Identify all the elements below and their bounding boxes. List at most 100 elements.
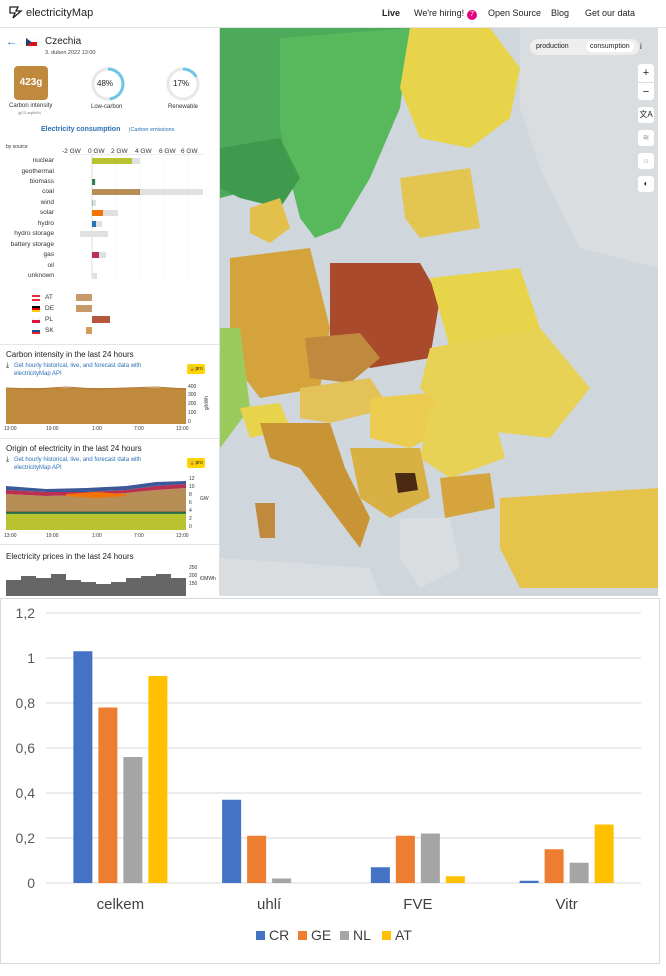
toggle-consumption[interactable]: consumption [586,41,634,52]
source-label: hydro [37,220,54,227]
ci-ytick: 100 [188,410,197,416]
flag-cz-icon [26,38,37,46]
origin-ytick: 10 [189,484,195,490]
bar-ge [98,707,118,883]
map-regions [220,28,658,596]
by-source-label: by source [6,144,28,150]
bar-at [148,676,168,883]
origin-history-chart [6,481,186,530]
nav-live[interactable]: Live [382,8,401,18]
gw-tick: 0 GW [88,148,105,155]
region-belarus [430,268,540,348]
ci-unit: g/kWh [204,395,211,411]
nav-blog[interactable]: Blog [551,8,570,18]
contrast-icon: ◐ [643,179,649,188]
pro-badge[interactable]: 🔒pro [187,458,205,468]
price-unit: €/MWh [200,576,216,582]
gw-tick: 2 GW [111,148,128,155]
gw-tick: -2 GW [62,148,81,155]
ci-ytick: 0 [188,419,191,425]
bar-cr [222,799,242,883]
source-label: biomass [29,178,54,185]
country-name: Czechia [45,36,82,47]
gw-tick: 6 GW [181,148,198,155]
divider [0,438,219,439]
logo-icon [9,6,23,19]
legend-label: GE [311,927,331,943]
time-tick: 13:00 [176,533,189,539]
divider [0,344,219,345]
theme-button[interactable]: ◐ [638,176,654,192]
nav-get-data[interactable]: Get our data [585,8,636,18]
x-tick-label: celkem [97,896,145,913]
europe-map[interactable]: production consumption i + − 文A ≋ ☼ ◐ [220,28,658,596]
nav-open-source[interactable]: Open Source [488,8,542,18]
region-france [220,328,250,448]
price-history-chart [6,574,186,596]
region-denmark [250,198,290,243]
price-ytick: 150 [189,581,198,587]
time-tick: 1:00 [92,426,102,432]
price-ytick: 200 [189,573,198,579]
origin-api-link[interactable]: Get hourly historical, live, and forecas… [14,457,142,471]
region-sweden [280,28,410,238]
y-tick-label: 1 [27,650,35,666]
tab-electricity-consumption[interactable]: Electricity consumption [41,126,121,133]
language-button[interactable]: 文A [638,107,654,123]
wind-layer-button[interactable]: ≋ [638,130,654,146]
legend-label: NL [353,927,371,943]
region-sardinia [255,503,275,538]
top-nav: electricityMap Live We're hiring! 7 Open … [0,0,666,28]
country-panel: ← Czechia 3. duben 2022 13:00 ◀ 423g Car… [0,28,220,596]
source-label: oil [47,262,54,269]
region-italy [260,423,370,548]
y-tick-label: 0,8 [16,695,36,711]
ci-ytick: 300 [188,392,197,398]
exchange-label: SK [45,327,54,334]
nav-hiring[interactable]: We're hiring! 7 [414,8,478,20]
region-czechia [305,333,380,383]
x-tick-label: Vitr [556,896,578,913]
source-label: hydro storage [14,230,54,237]
source-label: gas [43,251,54,258]
download-icon[interactable]: ⤓ [6,456,10,463]
lock-icon: 🔒 [189,366,196,372]
region-finland [400,28,520,148]
pro-badge[interactable]: 🔒pro [187,364,205,374]
legend-swatch [340,931,349,940]
map-toggle: production consumption [530,39,639,55]
time-tick: 13:00 [176,426,189,432]
tab-carbon-emissions[interactable]: |Carbon emissions [129,127,175,133]
lowcarbon-gauge [91,67,125,101]
bar-nl [123,757,143,883]
zoom-in-button[interactable]: + [642,67,650,79]
legend-swatch [382,931,391,940]
production-bars [68,154,205,334]
ci-ytick: 400 [188,384,197,390]
ci-api-link[interactable]: Get hourly historical, live, and forecas… [14,363,142,377]
time-tick: 19:00 [46,426,59,432]
x-tick-label: uhlí [257,896,282,913]
download-icon[interactable]: ⤓ [6,362,10,369]
tab-carbon-emissions-label: Carbon emissions [130,127,175,133]
toggle-production[interactable]: production [536,43,569,50]
time-tick: 7:00 [134,533,144,539]
y-tick-label: 0,2 [16,830,36,846]
y-tick-label: 0,4 [16,785,36,801]
bar-at [445,876,465,883]
info-button[interactable]: i [640,42,642,51]
logo[interactable]: electricityMap [9,6,93,19]
region-russia [520,28,658,268]
back-arrow-icon[interactable]: ← [6,36,17,48]
solar-layer-button[interactable]: ☼ [638,153,654,169]
country-datetime: 3. duben 2022 13:00 [45,50,96,56]
renewable-gauge [166,67,200,101]
zoom-out-button[interactable]: − [638,82,654,101]
renewable-value: 17% [173,79,190,88]
origin-ytick: 6 [189,500,192,506]
region-norway-south [220,138,300,208]
time-tick: 13:00 [4,426,17,432]
region-bulgaria [440,473,495,518]
gw-tick: 6 GW [159,148,176,155]
carbon-unit-label: (gCO₂eq/kWh) [18,111,41,115]
